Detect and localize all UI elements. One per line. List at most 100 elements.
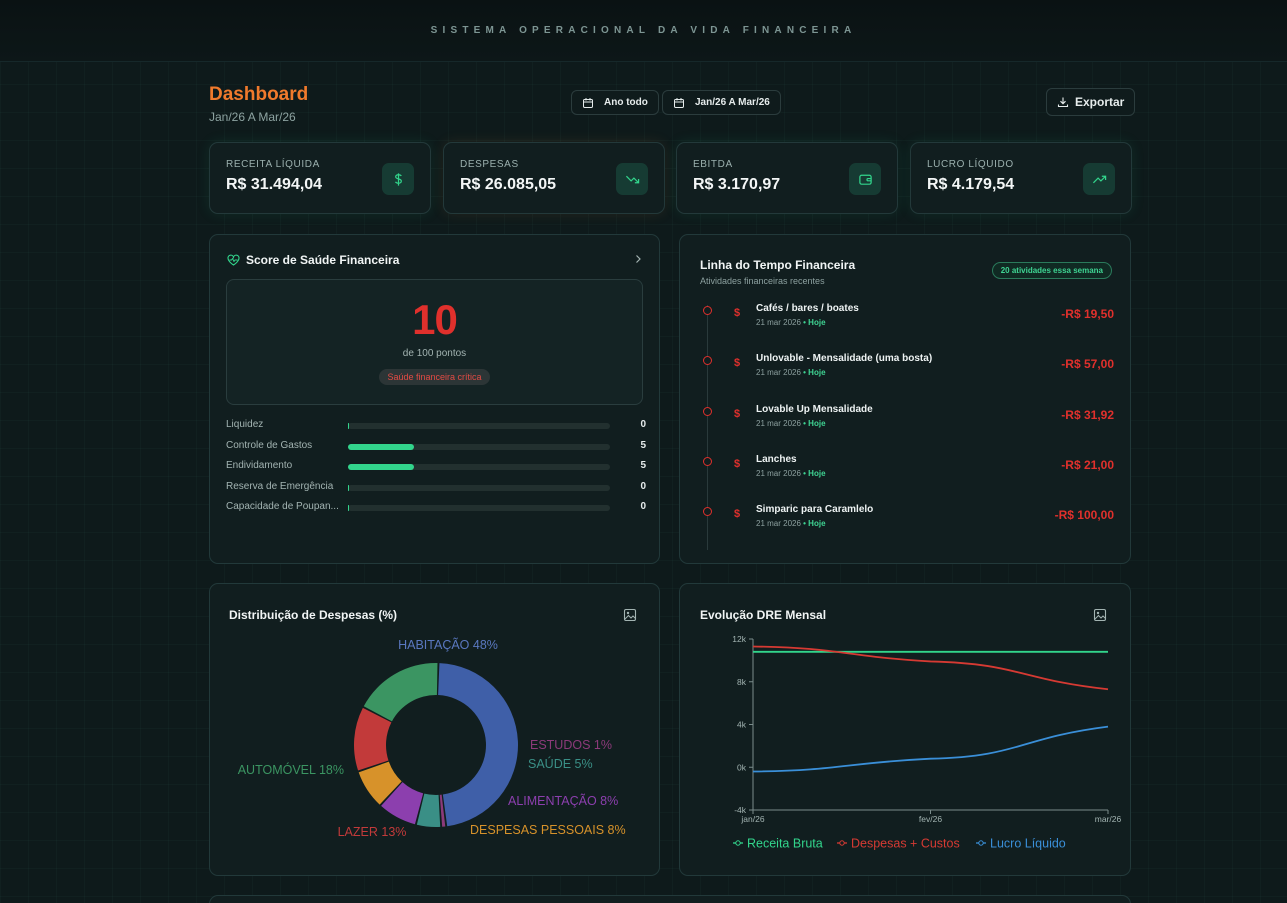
timeline-line [707,305,708,550]
timeline-item-amount: -R$ 31,92 [1061,408,1114,422]
metric-bar-fill [348,423,350,429]
legend-label[interactable]: Despesas + Custos [851,837,960,851]
heart-pulse-icon [227,254,240,266]
metric-bar [348,484,610,491]
page-header: Dashboard Jan/26 A Mar/26 [209,84,308,124]
y-tick-label: -4k [734,805,747,815]
timeline-item[interactable]: $ Lovable Up Mensalidade 21 mar 2026 • Hoj… [700,404,1132,434]
health-title: Score de Saúde Financeira [246,253,400,267]
metric-bar-fill [348,484,350,491]
kpi-value: R$ 4.179,54 [927,176,1015,193]
health-metric-row: Reserva de Emergência 0 [226,481,646,495]
donut-slice-estudos[interactable] [439,794,446,827]
timeline-item[interactable]: $ Lanches 21 mar 2026 • Hoje -R$ 21,00 [700,454,1132,484]
today-tag: • Hoje [803,419,826,428]
timeline-item-amount: -R$ 21,00 [1061,458,1114,472]
donut-slice-despesas-pessoais[interactable] [358,761,402,805]
health-score-panel: Score de Saúde Financeira 10 de 100 pont… [209,234,660,564]
legend-label[interactable]: Receita Bruta [747,837,823,851]
timeline-item[interactable]: $ Cafés / bares / boates 21 mar 2026 • Hoj… [700,303,1132,333]
series-line-2[interactable] [752,725,1109,773]
timeline-item[interactable]: $ Simparic para Caramlelo 21 mar 2026 • Ho… [700,504,1132,534]
health-metric-row: Controle de Gastos 5 [226,440,646,454]
dre-chart-title: Evolução DRE Mensal [700,608,827,622]
timeline-item-name: Simparic para Caramlelo [756,504,874,515]
timeline-item-date: 21 mar 2026 • Hoje [756,368,826,377]
kpi-label: LUCRO LÍQUIDO [927,159,1014,170]
donut-label: SAÚDE 5% [528,756,593,771]
filter-all-year-label: Ano todo [604,97,648,108]
donut-slice-autom-vel[interactable] [363,663,438,722]
legend-marker [735,840,741,846]
today-tag: • Hoje [803,519,826,528]
donut-slice-lazer[interactable] [354,707,392,771]
y-tick-label: 12k [732,634,746,644]
health-metric-row: Liquidez 0 [226,419,646,433]
metric-label: Endividamento [226,460,293,471]
donut-slice-alimenta-o[interactable] [381,782,424,825]
date-text: 21 mar 2026 [756,469,801,478]
legend-marker [978,840,984,846]
image-export-icon[interactable] [1093,608,1107,622]
trending-up-icon [1083,163,1115,195]
x-tick-label: mar/26 [1095,814,1122,824]
metric-value: 5 [640,460,646,471]
date-text: 21 mar 2026 [756,368,801,377]
timeline-item-name: Unlovable - Mensalidade (uma bosta) [756,353,933,364]
health-metric-row: Capacidade de Poupan... 0 [226,501,646,515]
date-text: 21 mar 2026 [756,318,801,327]
x-tick-label: fev/26 [919,814,942,824]
y-tick-label: 0k [737,762,747,772]
metric-label: Liquidez [226,419,264,430]
currency-icon: $ [734,307,741,319]
score-sub: de 100 pontos [402,348,467,359]
timeline-item-name: Lanches [756,454,797,465]
export-button[interactable]: Exportar [1046,88,1136,116]
activity-count-badge: 20 atividades essa semana [991,262,1112,279]
filter-range-label: Jan/26 A Mar/26 [695,97,770,108]
timeline-dot [703,356,712,365]
kpi-label: RECEITA LÍQUIDA [226,159,320,170]
kpi-label: EBITDA [693,159,733,170]
series-line-1[interactable] [752,645,1109,691]
filter-all-year-button[interactable]: Ano todo [571,90,659,115]
timeline-item-name: Cafés / bares / boates [756,303,859,314]
legend-marker [839,840,845,846]
currency-icon: $ [734,408,741,420]
donut-slice-sa-de[interactable] [416,793,441,827]
x-tick-label: jan/26 [740,814,764,824]
metric-bar [348,423,610,429]
score-value: 10 [412,296,458,343]
metric-label: Reserva de Emergência [226,480,334,492]
donut-label: AUTOMÓVEL 18% [238,762,344,777]
donut-slice-habita-o[interactable] [438,663,518,827]
date-text: 21 mar 2026 [756,419,801,428]
chevron-right-icon[interactable] [633,254,643,264]
banner-text: SISTEMA OPERACIONAL DA VIDA FINANCEIRA [430,25,857,36]
image-export-icon[interactable] [623,608,637,622]
kpi-value: R$ 3.170,97 [693,176,781,193]
metric-label: Controle de Gastos [226,439,313,451]
kpi-value: R$ 31.494,04 [226,176,323,193]
metric-bar-fill [348,443,414,450]
donut-label: HABITAÇÃO 48% [398,638,498,652]
timeline-dot [703,457,712,466]
timeline-item[interactable]: $ Unlovable - Mensalidade (uma bosta) 21 m… [700,353,1132,383]
timeline-item-date: 21 mar 2026 • Hoje [756,469,826,478]
metric-value: 0 [640,419,646,430]
today-tag: • Hoje [803,318,826,327]
donut-label: ALIMENTAÇÃO 8% [508,794,618,808]
dollar-icon [382,163,414,195]
metric-bar [348,443,610,450]
export-label: Exportar [1075,95,1125,109]
metric-label: Capacidade de Poupan... [226,501,339,512]
kpi-card-ebitda: EBITDA R$ 3.170,97 [676,142,898,214]
page-period: Jan/26 A Mar/26 [209,110,296,124]
legend-label[interactable]: Lucro Líquido [990,837,1066,851]
page-title: Dashboard [209,84,309,105]
donut-label: LAZER 13% [338,825,407,839]
timeline-item-amount: -R$ 57,00 [1061,357,1114,371]
filter-range-button[interactable]: Jan/26 A Mar/26 [662,90,781,115]
timeline-item-amount: -R$ 100,00 [1054,508,1114,522]
health-metric-row: Endividamento 5 [226,460,646,474]
